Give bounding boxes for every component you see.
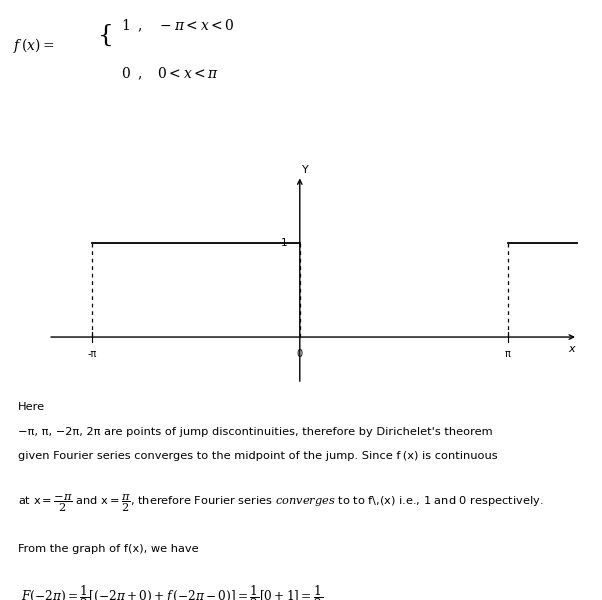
Text: $1\;\;,\quad -\pi < x < 0$: $1\;\;,\quad -\pi < x < 0$ (121, 17, 235, 34)
Text: $0\;\;,\quad 0 < x < \pi$: $0\;\;,\quad 0 < x < \pi$ (121, 66, 219, 82)
Text: −π, π, −2π, 2π are points of jump discontinuities, therefore by Dirichelet's the: −π, π, −2π, 2π are points of jump discon… (18, 427, 492, 437)
Text: 1: 1 (281, 238, 288, 248)
Text: x: x (568, 344, 575, 353)
Text: $F(-2\pi)=\dfrac{1}{2}\left[(-2\pi+0)+f\,(-2\pi-0)\right]=\dfrac{1}{2}[0+1]=\dfr: $F(-2\pi)=\dfrac{1}{2}\left[(-2\pi+0)+f\… (20, 583, 323, 600)
Text: Y: Y (302, 164, 308, 175)
Text: $\{$: $\{$ (97, 23, 111, 48)
Text: $f\,(x)=$: $f\,(x)=$ (13, 36, 55, 55)
Text: given Fourier series converges to the midpoint of the jump. Since f (x) is conti: given Fourier series converges to the mi… (18, 451, 497, 461)
Text: From the graph of f(x), we have: From the graph of f(x), we have (18, 544, 199, 554)
Text: Here: Here (18, 402, 45, 412)
Text: at x$=\dfrac{-\pi}{2}$ and x$=\dfrac{\pi}{2}$, therefore Fourier series $\mathit: at x$=\dfrac{-\pi}{2}$ and x$=\dfrac{\pi… (18, 493, 544, 514)
Text: π: π (505, 349, 510, 359)
Text: 0: 0 (297, 349, 303, 359)
Text: -π: -π (87, 349, 96, 359)
